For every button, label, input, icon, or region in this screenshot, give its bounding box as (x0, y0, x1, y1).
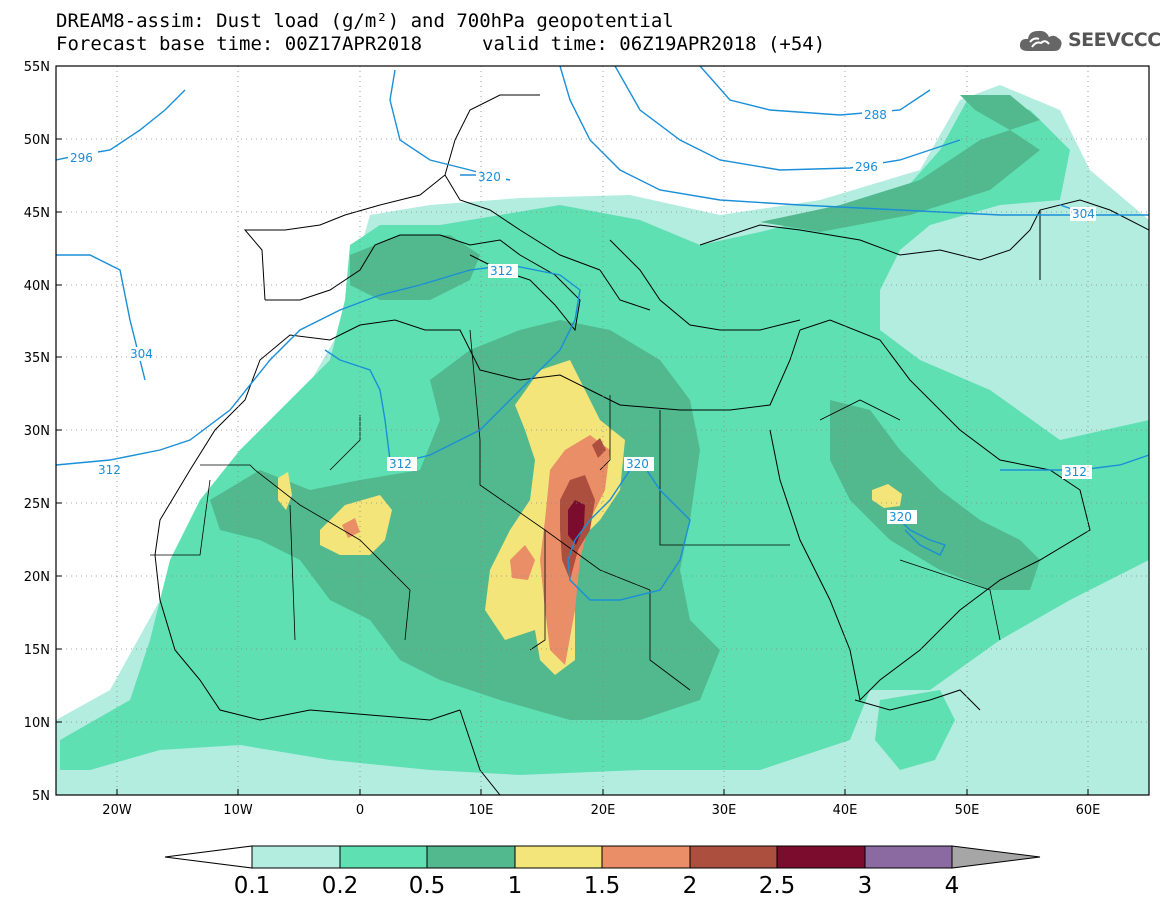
gridlines (56, 66, 1149, 795)
lat-label: 10N (24, 716, 50, 731)
colorbar-bin (339, 845, 428, 869)
dust-band-1-arabia (872, 484, 902, 508)
lat-label: 55N (24, 60, 50, 75)
lat-label: 25N (24, 497, 50, 512)
lon-label: 60E (1076, 803, 1101, 818)
colorbar-label: 0.5 (409, 873, 446, 899)
colorbar-label: 0.1 (234, 873, 271, 899)
contour-labels: 296 320 288 296 304 312 304 312 312 320 … (68, 108, 1096, 524)
contour-label: 312 (490, 264, 513, 278)
colorbar-label: 0.2 (322, 873, 359, 899)
longitude-labels: 20W 10W 0 10E 20E 30E 40E 50E 60E (102, 803, 1100, 818)
dust-band-25 (568, 500, 585, 545)
colorbar (164, 845, 1041, 869)
logo-text: SEEVCCC (1068, 29, 1161, 51)
logo: SEEVCCC (1018, 27, 1161, 53)
map-title: DREAM8-assim: Dust load (g/m²) and 700hP… (56, 10, 674, 32)
colorbar-label: 1.5 (584, 873, 621, 899)
colorbar-bin (776, 845, 866, 869)
dust-band-15-b (510, 545, 535, 580)
colorbar-bin (864, 845, 953, 869)
colorbar-low-arrow (164, 845, 253, 869)
contour-label: 312 (389, 457, 412, 471)
lon-label: 10W (223, 803, 253, 818)
lat-label: 30N (24, 424, 50, 439)
contour-label: 312 (98, 463, 121, 477)
contour-label: 304 (130, 347, 153, 361)
lon-label: 20E (591, 803, 616, 818)
contour-label: 320 (478, 170, 501, 184)
cloud-icon (1019, 30, 1062, 51)
lat-label: 45N (24, 206, 50, 221)
colorbar-bin (514, 845, 603, 869)
dust-band-05-north (760, 130, 1040, 232)
dust-band-02-red-sea (875, 690, 955, 770)
lon-label: 40E (833, 803, 858, 818)
latitude-labels: 55N 50N 45N 40N 35N 30N 25N 20N 15N 10N … (24, 60, 50, 804)
colorbar-label: 2.5 (759, 873, 796, 899)
lat-label: 20N (24, 570, 50, 585)
colorbar-label: 4 (945, 873, 960, 899)
dust-band-05-mediterranean (350, 235, 480, 300)
lon-label: 50E (955, 803, 980, 818)
dust-band-2-b (592, 438, 606, 458)
contour-label: 320 (889, 510, 912, 524)
colorbar-labels: 0.1 0.2 0.5 1 1.5 2 2.5 3 4 (234, 873, 960, 899)
contour-label: 304 (1072, 207, 1095, 221)
dust-band-05-blacksea (960, 95, 1040, 130)
colorbar-bin (251, 845, 341, 869)
lon-label: 30E (712, 803, 737, 818)
dust-field (56, 85, 1149, 795)
lat-label: 50N (24, 133, 50, 148)
dust-band-05-arabia (830, 400, 1040, 590)
axis-ticks (56, 65, 1089, 795)
colorbar-bin (689, 845, 778, 869)
contour-label: 288 (864, 108, 887, 122)
colorbar-label: 3 (858, 873, 873, 899)
colorbar-label: 2 (683, 873, 698, 899)
colorbar-high-arrow (951, 845, 1041, 869)
base-time: Forecast base time: 00Z17APR2018 (56, 33, 423, 55)
lat-label: 5N (32, 789, 50, 804)
dust-band-1-small (278, 472, 292, 510)
colorbar-bin (601, 845, 691, 869)
lat-label: 35N (24, 351, 50, 366)
lat-label: 15N (24, 643, 50, 658)
colorbar-bin (426, 845, 516, 869)
contour-label: 296 (855, 160, 878, 174)
country-borders (150, 329, 1001, 691)
lon-label: 0 (356, 803, 364, 818)
lon-label: 20W (102, 803, 132, 818)
dust-band-15-c (342, 518, 360, 538)
contour-label: 320 (626, 457, 649, 471)
lon-label: 10E (469, 803, 494, 818)
colorbar-label: 1 (508, 873, 523, 899)
valid-time: valid time: 06Z19APR2018 (+54) (482, 33, 826, 55)
contour-label: 296 (70, 151, 93, 165)
lat-label: 40N (24, 279, 50, 294)
contour-label: 312 (1064, 465, 1087, 479)
